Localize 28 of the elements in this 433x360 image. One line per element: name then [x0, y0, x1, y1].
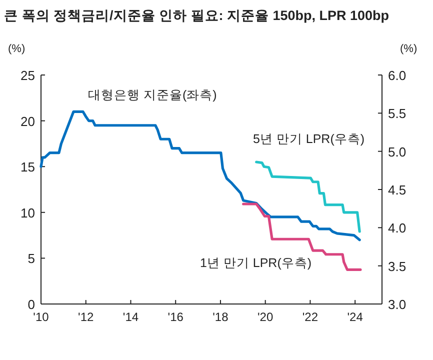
y2-tick-label: 3.0: [388, 297, 406, 312]
y2-tick-label: 4.0: [388, 220, 406, 236]
chart-title: 큰 폭의 정책금리/지준율 인하 필요: 지준율 150bp, LPR 100bp: [4, 8, 390, 23]
x-tick-label: '12: [78, 310, 94, 324]
series-label: 5년 만기 LPR(우측): [253, 132, 365, 146]
y2-tick-label: 5.5: [388, 106, 406, 122]
y2-tick-label: 6.0: [388, 68, 406, 83]
y-tick-label: 20: [20, 114, 35, 129]
series-label: 대형은행 지준율(좌측): [88, 88, 217, 102]
x-tick-label: '24: [347, 310, 364, 324]
x-tick-label: '22: [302, 310, 318, 324]
y-axis-title: (%): [8, 43, 26, 55]
x-tick-label: '14: [122, 310, 139, 324]
y2-axis-title: (%): [400, 43, 418, 55]
y-tick-label: 0: [28, 297, 35, 312]
y-tick-label: 5: [28, 251, 35, 266]
line-series: [255, 160, 361, 233]
x-tick-label: '20: [258, 310, 274, 324]
x-tick-label: '16: [168, 310, 184, 324]
y-tick-label: 25: [20, 68, 35, 83]
y-tick-label: 15: [20, 160, 35, 175]
y2-tick-label: 3.5: [388, 258, 406, 274]
series-label: 1년 만기 LPR(우측): [200, 256, 312, 270]
y2-tick-label: 5.0: [388, 144, 406, 160]
x-tick-label: '18: [212, 310, 229, 324]
y-tick-label: 10: [20, 205, 35, 220]
x-tick-label: '10: [33, 310, 50, 324]
y2-tick-label: 4.5: [388, 182, 406, 198]
